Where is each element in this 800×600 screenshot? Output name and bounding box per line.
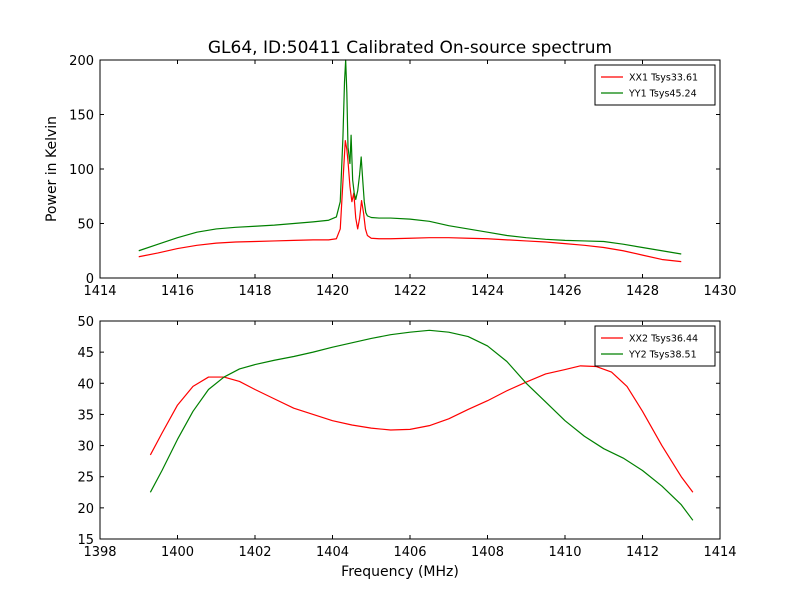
x-tick-label: 1410 <box>548 545 581 560</box>
top-plot: 1414 1416 1418 1420 1422 1424 1426 1428 1430 0 50 1… <box>44 54 737 299</box>
y-tick-label: 40 <box>77 377 94 392</box>
x-tick-label: 1400 <box>161 545 194 560</box>
x-tick-label: 1414 <box>83 284 116 299</box>
y-tick-label: 50 <box>77 315 94 330</box>
x-tick-label: 1402 <box>238 545 271 560</box>
y-axis-label: Power in Kelvin <box>44 116 60 222</box>
legend: XX2 Tsys36.44 YY2 Tsys38.51 <box>594 325 716 367</box>
y-tick-label: 30 <box>77 440 94 455</box>
y-tick-label: 15 <box>77 533 94 548</box>
legend-entry-label: YY1 Tsys45.24 <box>628 89 697 100</box>
legend-entry-label: XX2 Tsys36.44 <box>629 334 698 345</box>
y-tick-label: 0 <box>86 272 94 287</box>
x-tick-label: 1412 <box>626 545 659 560</box>
y-tick-label: 100 <box>69 163 94 178</box>
y-tick-label: 20 <box>77 502 94 517</box>
x-tick-label: 1408 <box>471 545 504 560</box>
y-tick-label: 200 <box>69 54 94 69</box>
series-line-1-2 <box>138 59 682 255</box>
series-line-1-1 <box>138 140 682 263</box>
series-line-2-1 <box>149 365 694 493</box>
x-tick-label: 1418 <box>238 284 271 299</box>
y-tick-label: 150 <box>69 109 94 124</box>
y-tick-label: 50 <box>77 218 94 233</box>
x-tick-label: 1424 <box>471 284 504 299</box>
series-line-2-2 <box>149 329 694 521</box>
x-tick-label: 1422 <box>393 284 426 299</box>
legend-entry-label: XX1 Tsys33.61 <box>629 73 698 84</box>
y-tick-label: 35 <box>77 408 94 423</box>
x-tick-label: 1404 <box>316 545 349 560</box>
x-tick-label: 1398 <box>83 545 116 560</box>
bottom-plot: 1398 1400 1402 1404 1406 1408 1410 1412 1414 15 20… <box>77 315 736 580</box>
legend: XX1 Tsys33.61 YY1 Tsys45.24 <box>594 64 716 106</box>
x-tick-label: 1406 <box>393 545 426 560</box>
x-tick-label: 1428 <box>626 284 659 299</box>
x-axis-label: Frequency (MHz) <box>341 564 459 580</box>
y-tick-label: 25 <box>77 471 94 486</box>
x-tick-label: 1430 <box>703 284 736 299</box>
figure-title: GL64, ID:50411 Calibrated On-source spec… <box>208 38 612 58</box>
x-tick-label: 1426 <box>548 284 581 299</box>
x-tick-label: 1416 <box>161 284 194 299</box>
y-tick-label: 45 <box>77 346 94 361</box>
legend-box <box>594 325 716 367</box>
x-tick-label: 1420 <box>316 284 349 299</box>
legend-box <box>594 64 716 106</box>
legend-entry-label: YY2 Tsys38.51 <box>628 350 697 361</box>
x-tick-label: 1414 <box>703 545 736 560</box>
